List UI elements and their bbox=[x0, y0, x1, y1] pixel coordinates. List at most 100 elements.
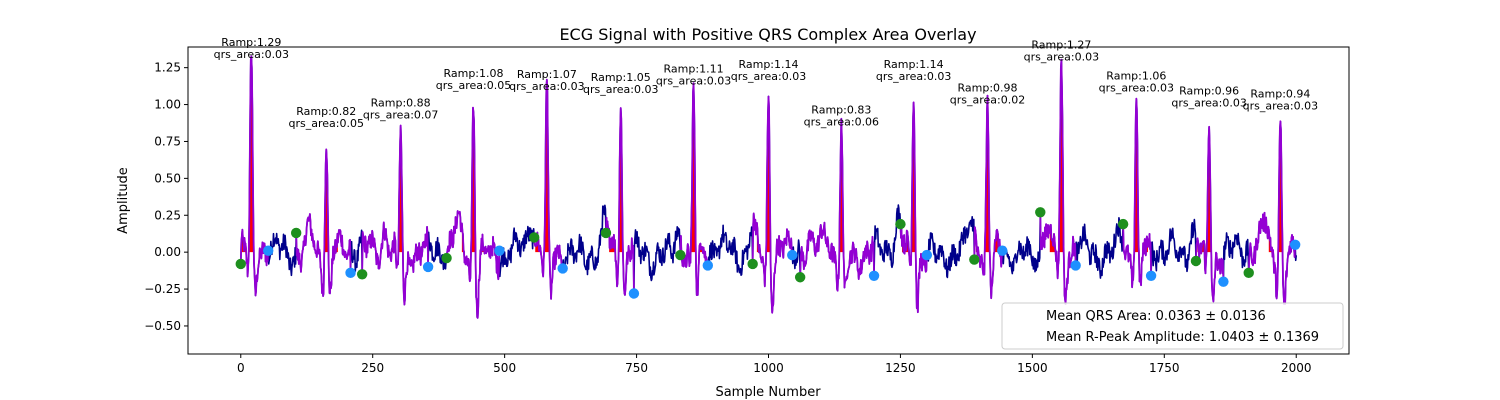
peak-annotation-5-line-2: qrs_area:0.03 bbox=[509, 80, 584, 93]
qrs-offset-marker-2 bbox=[345, 267, 356, 279]
qrs-onset-marker-14 bbox=[1190, 255, 1202, 267]
x-tick-label: 1000 bbox=[753, 361, 784, 375]
qrs-onset-marker-11 bbox=[969, 254, 980, 265]
peak-annotation-14-line-1: Ramp:0.96 bbox=[1179, 84, 1239, 97]
qrs-onset-marker-1 bbox=[235, 258, 246, 270]
qrs-area-fill-11 bbox=[975, 95, 1000, 253]
qrs-offset-marker-6 bbox=[628, 288, 640, 299]
qrs-onset-marker-12 bbox=[1035, 207, 1046, 218]
peak-annotation-1-line-2: qrs_area:0.03 bbox=[214, 48, 289, 61]
legend-entry-mean-qrs-area: Mean QRS Area: 0.0363 ± 0.0136 bbox=[1046, 309, 1266, 324]
y-tick-label: 0.25 bbox=[154, 208, 181, 222]
qrs-offset-marker-5 bbox=[557, 263, 568, 274]
peak-annotation-2-line-1: Ramp:0.82 bbox=[296, 105, 356, 118]
signal-layer bbox=[239, 55, 1298, 319]
y-axis-label: Amplitude bbox=[116, 167, 131, 234]
qrs-area-fill-2 bbox=[314, 149, 338, 253]
qrs-onset-marker-9 bbox=[794, 272, 806, 283]
x-axis-label: Sample Number bbox=[715, 385, 821, 400]
legend-entry-mean-r-peak-amplitude: Mean R-Peak Amplitude: 1.0403 ± 0.1369 bbox=[1046, 330, 1319, 345]
qrs-onset-marker-2 bbox=[290, 227, 302, 239]
qrs-area-fill-13 bbox=[1124, 98, 1148, 253]
qrs-area-fill-3 bbox=[389, 125, 413, 253]
qrs-onset-marker-6 bbox=[600, 227, 612, 239]
peak-annotation-7-line-2: qrs_area:0.03 bbox=[656, 74, 731, 87]
x-tick-label: 1750 bbox=[1149, 361, 1180, 375]
qrs-offset-marker-7 bbox=[702, 260, 714, 271]
annotation-layer: Ramp:1.29qrs_area:0.03Ramp:0.82qrs_area:… bbox=[214, 36, 1319, 130]
peak-annotation-9-line-1: Ramp:0.83 bbox=[811, 104, 871, 117]
qrs-onset-marker-3 bbox=[356, 269, 368, 280]
qrs-segment-line-9 bbox=[799, 117, 875, 292]
peak-annotation-6-line-2: qrs_area:0.03 bbox=[583, 83, 658, 96]
qrs-area-fill-15 bbox=[1268, 121, 1293, 253]
peak-annotation-8-line-1: Ramp:1.14 bbox=[738, 58, 798, 71]
peak-annotation-11-line-2: qrs_area:0.02 bbox=[950, 94, 1025, 107]
peak-annotation-10-line-2: qrs_area:0.03 bbox=[876, 70, 951, 83]
peak-annotation-3-line-2: qrs_area:0.07 bbox=[363, 108, 438, 121]
x-tick-label: 750 bbox=[625, 361, 648, 375]
qrs-offset-marker-1 bbox=[263, 245, 274, 256]
legend-box bbox=[1001, 302, 1344, 350]
plot-area bbox=[235, 55, 1301, 319]
qrs-area-fill-14 bbox=[1197, 126, 1221, 253]
qrs-offset-marker-11 bbox=[997, 245, 1008, 256]
x-tick-label: 2000 bbox=[1281, 361, 1312, 375]
qrs-onset-marker-7 bbox=[675, 249, 686, 261]
peak-annotation-9-line-2: qrs_area:0.06 bbox=[804, 116, 879, 129]
qrs-area-fill-8 bbox=[756, 96, 781, 253]
qrs-offset-marker-10 bbox=[921, 249, 933, 261]
qrs-area-fill-5 bbox=[535, 79, 559, 253]
qrs-segment-line-10 bbox=[899, 101, 928, 314]
y-tick-label: −0.25 bbox=[144, 282, 181, 296]
peak-annotation-13-line-2: qrs_area:0.03 bbox=[1099, 82, 1174, 95]
y-tick-label: −0.50 bbox=[144, 319, 181, 333]
peak-annotation-8-line-2: qrs_area:0.03 bbox=[731, 70, 806, 83]
peak-annotation-15-line-2: qrs_area:0.03 bbox=[1243, 99, 1318, 112]
qrs-area-fill-12 bbox=[1049, 59, 1073, 253]
qrs-segment-line-15 bbox=[1247, 120, 1297, 305]
qrs-segment-line-4 bbox=[445, 106, 501, 319]
y-tick-label: 0.75 bbox=[154, 134, 181, 148]
y-tick-label: 0.50 bbox=[154, 171, 181, 185]
qrs-onset-marker-15 bbox=[1243, 267, 1254, 279]
qrs-segment-line-3 bbox=[361, 124, 430, 306]
qrs-segment-line-8 bbox=[751, 95, 794, 314]
peak-annotation-12-line-1: Ramp:1.27 bbox=[1031, 39, 1091, 52]
qrs-offset-marker-4 bbox=[494, 245, 505, 256]
qrs-onset-marker-5 bbox=[528, 232, 540, 243]
peak-annotation-15-line-1: Ramp:0.94 bbox=[1250, 87, 1310, 100]
x-tick-label: 500 bbox=[493, 361, 516, 375]
peak-annotation-1-line-1: Ramp:1.29 bbox=[221, 36, 281, 49]
peak-annotation-13-line-1: Ramp:1.06 bbox=[1106, 70, 1166, 83]
qrs-segment-line-12 bbox=[1039, 58, 1077, 306]
qrs-area-fill-10 bbox=[902, 102, 926, 253]
legend: Mean QRS Area: 0.0363 ± 0.0136 Mean R-Pe… bbox=[1001, 302, 1344, 350]
peak-annotation-12-line-2: qrs_area:0.03 bbox=[1024, 51, 1099, 64]
qrs-onset-marker-4 bbox=[441, 252, 452, 264]
qrs-segment-line-2 bbox=[295, 148, 352, 297]
qrs-segment-line-5 bbox=[533, 78, 564, 300]
x-tick-label: 0 bbox=[237, 361, 245, 375]
qrs-segment-line-14 bbox=[1195, 125, 1225, 303]
qrs-offset-marker-12 bbox=[1070, 260, 1081, 271]
qrs-offset-marker-13 bbox=[1145, 270, 1157, 281]
x-tick-label: 1250 bbox=[885, 361, 916, 375]
qrs-segment-line-6 bbox=[605, 107, 635, 296]
qrs-onset-marker-8 bbox=[747, 258, 758, 270]
y-axis: −0.50 −0.25 0.00 0.25 0.50 0.75 1.00 1.25 bbox=[144, 61, 188, 333]
qrs-offset-marker-15 bbox=[1289, 239, 1301, 250]
qrs-offset-marker-3 bbox=[422, 261, 434, 273]
peak-annotation-14-line-2: qrs_area:0.03 bbox=[1171, 96, 1246, 109]
qrs-area-fill-9 bbox=[829, 118, 853, 253]
peak-annotation-6-line-1: Ramp:1.05 bbox=[591, 71, 651, 84]
y-tick-label: 1.25 bbox=[154, 61, 181, 75]
y-tick-label: 1.00 bbox=[154, 98, 181, 112]
qrs-segment-line-13 bbox=[1122, 97, 1152, 289]
x-axis: 0 250 500 750 1000 1250 1500 1750 2000 bbox=[237, 354, 1312, 375]
peak-annotation-2-line-2: qrs_area:0.05 bbox=[289, 117, 364, 130]
x-tick-label: 250 bbox=[361, 361, 384, 375]
peak-annotation-7-line-1: Ramp:1.11 bbox=[664, 62, 724, 75]
